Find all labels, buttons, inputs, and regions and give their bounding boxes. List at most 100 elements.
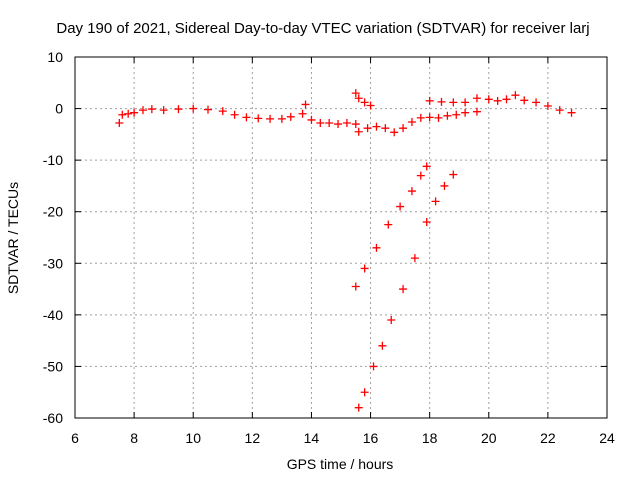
data-point [351,120,360,129]
data-point [354,403,363,412]
data-point [493,96,502,105]
data-point [298,109,307,118]
data-point [366,101,375,110]
y-tick-label: -30 [43,255,63,271]
data-point [440,181,449,190]
data-point [118,110,127,119]
data-point [218,107,227,116]
data-point [351,89,360,98]
data-point [325,119,334,128]
data-point [399,124,408,133]
data-point [520,96,529,105]
y-tick-label: -50 [43,358,63,374]
y-tick-label: -40 [43,307,63,323]
y-tick-label: -20 [43,204,63,220]
data-point [372,122,381,131]
data-point [390,128,399,137]
data-point [372,243,381,252]
data-point [316,119,325,128]
data-point [425,96,434,105]
data-point [387,316,396,325]
data-point [452,110,461,119]
data-point [511,91,520,100]
x-tick-label: 22 [540,430,556,446]
data-point [286,112,295,121]
axis-ticks: 6 8 10 12 14 16 18 20 22 24 10 0 -10 -20 -30 -40 -50 -60 [43,49,615,446]
x-tick-label: 18 [422,430,438,446]
data-point [277,114,286,123]
data-point [472,107,481,116]
data-point [472,94,481,103]
data-point [407,187,416,196]
y-tick-label: 10 [47,49,63,65]
y-axis-label: SDTVAR / TECUs [5,182,21,294]
plot-frame [74,56,608,419]
data-point [431,197,440,206]
data-point [443,111,452,120]
data-point [138,106,147,115]
data-point [399,285,408,294]
x-tick-label: 8 [130,430,138,446]
data-point [363,124,372,133]
data-point [115,119,124,128]
x-tick-label: 10 [185,430,201,446]
data-point [567,108,576,117]
data-point [555,106,564,115]
data-point [124,109,133,118]
data-point [532,98,541,107]
data-point [484,95,493,104]
data-point [189,104,198,113]
data-point [407,117,416,126]
x-tick-label: 6 [71,430,79,446]
y-tick-label: 0 [55,101,63,117]
data-point [422,218,431,227]
y-tick-label: -60 [43,410,63,426]
data-point [384,220,393,229]
data-point [543,101,552,110]
data-point [159,106,168,115]
data-point [416,171,425,180]
data-point [254,114,263,123]
data-point [354,94,363,103]
data-point [449,98,458,107]
data-point [242,113,251,122]
data-point [301,100,310,109]
data-point [437,97,446,106]
data-point [360,98,369,107]
x-tick-label: 24 [599,430,615,446]
data-point [461,98,470,107]
x-axis-label: GPS time / hours [287,456,394,472]
data-point [266,114,275,123]
x-tick-label: 12 [245,430,261,446]
data-point [369,362,378,371]
data-point [461,108,470,117]
chart-title: Day 190 of 2021, Sidereal Day-to-day VTE… [56,20,589,37]
data-point [147,105,156,114]
data-points [115,89,576,412]
data-point [204,105,212,114]
grid-lines [75,57,607,418]
x-tick-label: 14 [304,430,320,446]
data-point [230,110,239,119]
data-point [342,119,351,128]
data-point [174,105,183,114]
data-point [502,95,511,104]
x-tick-label: 16 [363,430,379,446]
data-point [130,108,139,117]
data-point [378,341,387,350]
data-point [334,120,343,129]
data-point [416,113,425,122]
data-point [425,113,434,122]
data-point [381,124,390,133]
data-point [360,264,369,273]
data-point [434,113,443,122]
data-point [449,170,458,179]
data-point [307,115,316,124]
data-point [422,162,431,171]
y-tick-label: -10 [43,152,63,168]
data-point [360,388,369,397]
data-point [354,127,363,136]
data-point [396,202,405,211]
data-point [410,254,419,263]
